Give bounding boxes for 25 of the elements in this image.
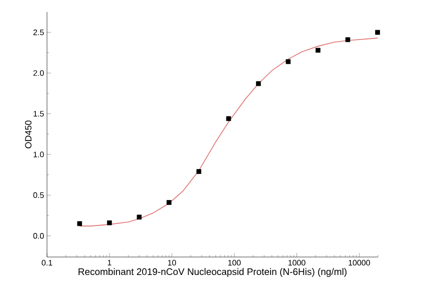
x-tick-label: 10 [168, 260, 176, 266]
point [107, 220, 112, 226]
point [196, 169, 202, 174]
y-tick-label: 0.5 [33, 192, 44, 198]
y-tick-label: 1.5 [34, 110, 44, 117]
point [345, 37, 350, 42]
point [77, 221, 82, 226]
y-axis-title: OD450 [25, 120, 32, 148]
x-tick-label: 1 [108, 260, 112, 266]
y-tick-label: 0.0 [33, 233, 44, 239]
x-tick-label: 10000 [348, 260, 370, 266]
point [256, 81, 261, 86]
point [375, 30, 380, 35]
point [136, 214, 142, 220]
point [166, 200, 172, 205]
point [226, 116, 232, 122]
y-tick-label: 1.0 [34, 152, 44, 158]
x-tick-label: 100 [228, 260, 241, 266]
point [316, 48, 320, 53]
point [286, 59, 291, 64]
y-tick-label: 2.5 [33, 30, 44, 36]
y-tick-label: 2.0 [33, 70, 44, 76]
x-tick-label: 0.1 [42, 260, 52, 266]
x-axis-title: Recombinant 2019-nCoV Nucleocapsid Protein (N-6His) (ng/ml) [78, 268, 346, 277]
x-tick-label: 1000 [288, 260, 306, 266]
